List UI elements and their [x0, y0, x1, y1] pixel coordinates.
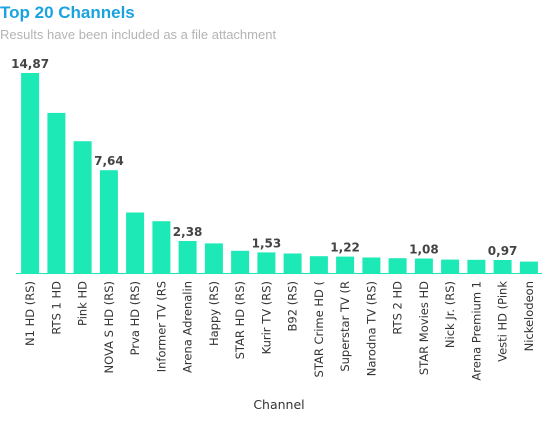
bars-group [21, 73, 538, 274]
bar-19 [519, 261, 538, 273]
bar-18 [493, 260, 512, 273]
chart-title: Top 20 Channels [0, 3, 135, 22]
data-label-9: 1,53 [252, 236, 282, 250]
x-tick-label-16: Nick Jr. (RS) [443, 281, 457, 348]
data-label-18: 0,97 [488, 244, 518, 258]
bar-10 [283, 253, 302, 273]
bar-12 [336, 256, 355, 273]
x-tick-label-10: B92 (RS) [286, 281, 300, 331]
x-tick-labels-group: N1 HD (RS) RTS 1 HD Pink HD NOVA S HD (RS) P… [23, 281, 536, 381]
x-tick-label-18: Vesti HD (Pink [496, 281, 510, 362]
x-tick-label-3: NOVA S HD (RS) [102, 281, 116, 373]
x-tick-label-15: STAR Movies HD [417, 281, 431, 375]
data-label-12: 1,22 [330, 241, 360, 255]
x-tick-label-8: STAR HD (RS) [233, 281, 247, 359]
bar-0 [21, 73, 40, 273]
bar-17 [467, 259, 486, 273]
bar-5 [152, 221, 171, 273]
bar-3 [99, 170, 118, 273]
data-label-3: 7,64 [94, 154, 124, 168]
bar-9 [257, 252, 276, 273]
x-tick-label-5: Informer TV (RS [154, 281, 168, 372]
x-axis-label: Channel [253, 397, 304, 412]
data-label-6: 2,38 [173, 225, 203, 239]
x-tick-label-0: N1 HD (RS) [23, 281, 37, 346]
bar-15 [414, 258, 433, 273]
data-labels-group: 14,87 7,64 2,38 1,53 1,22 1,08 0,97 [11, 57, 517, 258]
x-tick-label-13: Narodna TV (RS) [364, 281, 378, 376]
bar-1 [47, 112, 66, 274]
x-tick-label-17: Arena Premium 1 [469, 281, 483, 381]
bar-11 [309, 256, 328, 273]
chart-subtitle: Results have been included as a file att… [0, 27, 277, 42]
x-tick-label-11: STAR Crime HD ( [312, 281, 326, 377]
x-tick-label-14: RTS 2 HD [391, 281, 405, 335]
x-tick-label-4: Prva HD (RS) [128, 281, 142, 355]
bar-16 [441, 259, 460, 273]
bar-6 [178, 241, 197, 273]
x-tick-label-1: RTS 1 HD [49, 281, 63, 335]
bar-13 [362, 257, 381, 273]
data-label-0: 14,87 [11, 57, 49, 71]
x-tick-label-7: Happy (RS) [207, 281, 221, 346]
bar-2 [73, 141, 92, 273]
bar-14 [388, 258, 407, 273]
bar-7 [204, 243, 223, 273]
x-tick-label-9: Kurir TV (RS) [259, 281, 273, 354]
x-tick-label-19: Nickelodeon [522, 281, 536, 351]
x-tick-label-12: Superstar TV (R [338, 281, 352, 372]
bar-8 [231, 250, 250, 273]
x-tick-label-6: Arena Adrenalin [181, 281, 195, 373]
data-label-15: 1,08 [409, 243, 439, 257]
bar-4 [126, 212, 145, 273]
x-tick-label-2: Pink HD [76, 281, 90, 326]
